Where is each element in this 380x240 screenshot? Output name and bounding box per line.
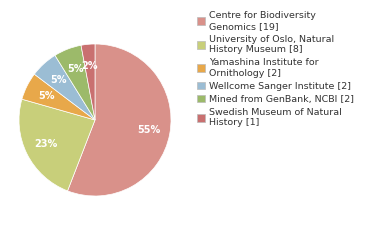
Legend: Centre for Biodiversity
Genomics [19], University of Oslo, Natural
History Museu: Centre for Biodiversity Genomics [19], U… (195, 10, 356, 129)
Wedge shape (81, 44, 95, 120)
Wedge shape (19, 99, 95, 191)
Wedge shape (68, 44, 171, 196)
Text: 55%: 55% (137, 125, 160, 135)
Text: 5%: 5% (50, 75, 66, 84)
Wedge shape (22, 74, 95, 120)
Wedge shape (34, 55, 95, 120)
Text: 5%: 5% (67, 64, 84, 74)
Text: 5%: 5% (38, 91, 54, 101)
Wedge shape (55, 45, 95, 120)
Text: 2%: 2% (82, 60, 98, 71)
Text: 23%: 23% (35, 139, 58, 149)
